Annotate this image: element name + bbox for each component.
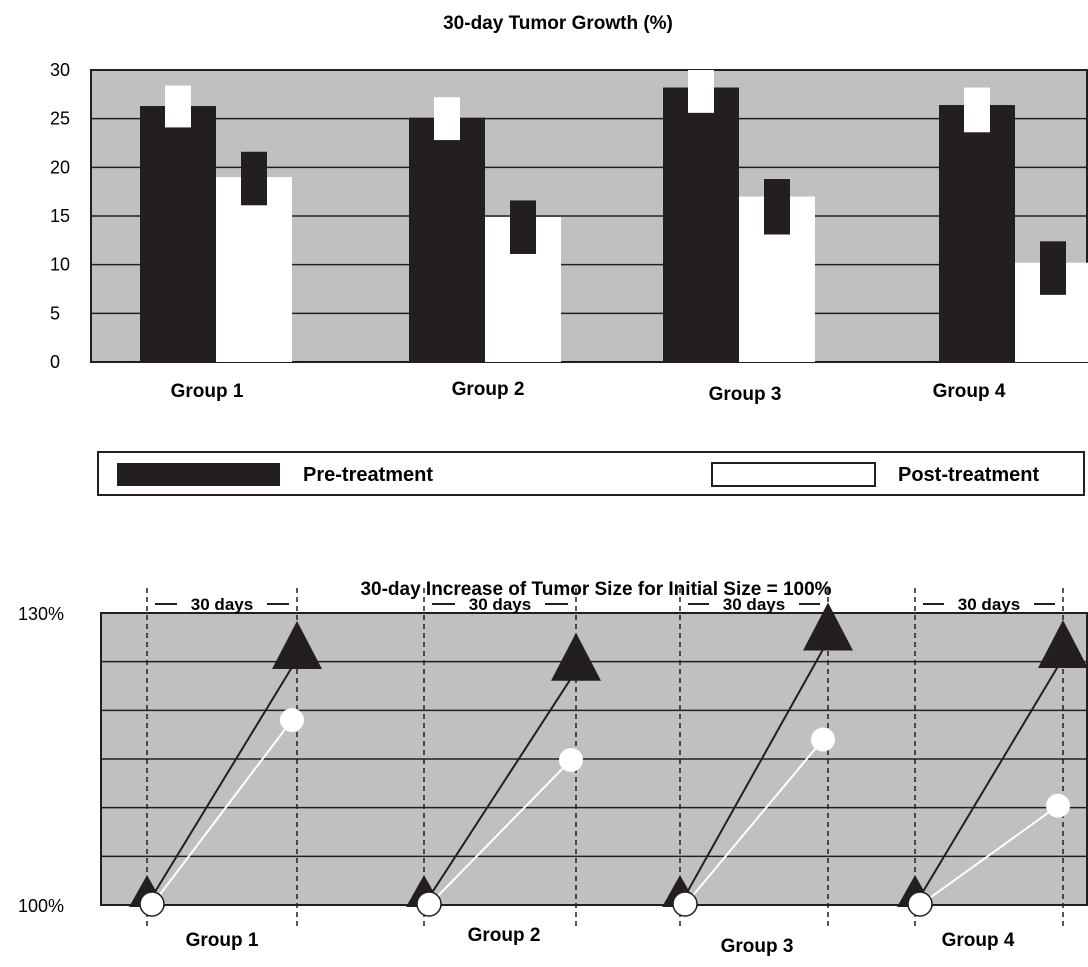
y-tick-label: 15 (50, 206, 70, 226)
category-label: Group 2 (468, 925, 541, 946)
marker-triangle-end (551, 632, 601, 681)
category-label: Group 1 (171, 381, 244, 402)
category-label: Group 4 (933, 381, 1006, 402)
grid-lines-increase (101, 660, 1087, 858)
y-tick-label: 100% (18, 896, 64, 916)
category-label: Group 1 (186, 930, 259, 951)
growth-lines (129, 602, 1088, 917)
interval-label: 30 days (469, 595, 531, 614)
category-label: Group 3 (709, 384, 782, 405)
y-tick-labels-increase: 100% 130% (18, 604, 64, 916)
marker-circle-start (907, 891, 933, 917)
legend-label-post: Post-treatment (898, 464, 1039, 486)
interval-label: 30 days (191, 595, 253, 614)
marker-circle-start (416, 891, 442, 917)
series-line-circle (684, 738, 824, 906)
bar-pre (140, 106, 216, 362)
marker-triangle-end (272, 621, 322, 670)
bar-pre (939, 105, 1015, 362)
chart-title-increase: 30-day Increase of Tumor Size for Initia… (360, 579, 831, 600)
marker-circle-start (139, 891, 165, 917)
legend-label-pre: Pre-treatment (303, 464, 433, 486)
y-tick-label: 130% (18, 604, 64, 624)
interval-label: 30 days (723, 595, 785, 614)
legend-swatch-pre (117, 463, 280, 486)
range-marker-pre (165, 85, 191, 128)
category-labels-increase: Group 1 Group 2 Group 3 Group 4 (186, 925, 1015, 957)
y-tick-label: 10 (50, 255, 70, 275)
y-tick-label: 25 (50, 109, 70, 129)
bar-pre (663, 87, 739, 363)
bars (140, 70, 1088, 363)
marker-circle-end (1046, 793, 1070, 818)
bar-pre (409, 117, 485, 363)
series-line-triangle (423, 670, 577, 906)
bar-post (216, 177, 292, 362)
range-marker-pre (434, 97, 460, 141)
range-marker-pre (688, 70, 714, 113)
marker-circle-start (672, 891, 698, 917)
category-label: Group 4 (942, 930, 1015, 951)
y-tick-label: 30 (50, 60, 70, 80)
range-marker-post (241, 151, 267, 206)
series-line-triangle (914, 657, 1064, 906)
series-line-triangle (679, 640, 829, 906)
series-line-circle (919, 804, 1059, 906)
range-marker-post (510, 200, 536, 254)
y-tick-labels-growth: 0 5 10 15 20 25 30 (50, 60, 70, 372)
category-label: Group 3 (721, 936, 794, 957)
y-tick-label: 20 (50, 157, 70, 177)
series-line-triangle (146, 658, 298, 906)
chart-title-growth: 30-day Tumor Growth (%) (443, 13, 673, 34)
series-line-circle (428, 759, 572, 906)
category-labels-growth: Group 1 Group 2 Group 3 Group 4 (171, 379, 1006, 405)
marker-triangle-end (803, 602, 853, 651)
series-line-circle (151, 719, 293, 906)
marker-circle-end (280, 708, 304, 733)
interval-label: 30 days (958, 595, 1020, 614)
marker-triangle-end (1038, 620, 1088, 669)
range-marker-pre (964, 87, 990, 133)
y-tick-label: 0 (50, 352, 60, 372)
range-marker-post (764, 179, 790, 235)
marker-circle-end (559, 747, 583, 772)
legend-swatch-post (711, 462, 876, 487)
y-tick-label: 5 (50, 303, 60, 323)
range-marker-post (1040, 241, 1066, 295)
category-label: Group 2 (452, 379, 525, 400)
marker-circle-end (811, 727, 835, 752)
